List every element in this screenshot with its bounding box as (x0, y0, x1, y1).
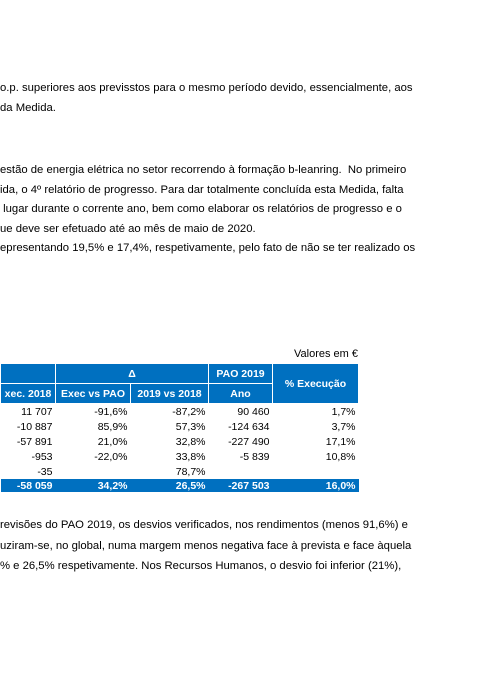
table-cell: -10 887 (16, 420, 53, 433)
table-cell: 11 707 (21, 405, 53, 418)
table-caption: Valores em € (294, 348, 358, 360)
table-row: -57 891 21,0% 32,8% -227 490 17,1% (1, 434, 359, 449)
table-cell: 21,0% (97, 435, 128, 448)
text-line: estão de energia elétrica no setor recor… (0, 164, 407, 176)
table-cell: -227 490 (228, 435, 270, 448)
text-line: da Medida. (0, 101, 56, 114)
table-cell: 78,7% (175, 465, 206, 478)
table-cell: 57,3% (175, 420, 206, 433)
header-cell: xec. 2018 (0, 383, 56, 404)
table-cell (273, 464, 359, 479)
text-line: revisões do PAO 2019, os desvios verific… (0, 519, 408, 531)
table-cell: 33,8% (175, 450, 206, 463)
table-row: 11 707 -91,6% -87,2% 90 460 1,7% (1, 404, 359, 420)
header-cell: Δ (54, 363, 210, 384)
table-cell: 26,5% (130, 479, 209, 492)
table-cell: 34,2% (55, 479, 131, 492)
table-cell: -267 503 (208, 479, 273, 492)
table-cell: 85,9% (97, 420, 128, 433)
table-row: -35 78,7% (1, 464, 359, 479)
table-cell: -953 (31, 450, 53, 463)
text-line: ida, o 4º relatório de progresso. Para d… (0, 183, 404, 196)
table-cell: 16,0% (272, 479, 359, 492)
table-cell: -5 839 (239, 450, 270, 463)
header-cell (0, 363, 56, 384)
table-cell: 32,8% (175, 435, 206, 448)
header-cell: 2019 vs 2018 (129, 383, 210, 404)
header-cell: PAO 2019 (208, 363, 274, 384)
table-cell: 1,7% (331, 405, 356, 418)
total-row: -58 059 34,2% 26,5% -267 503 16,0% (0, 479, 359, 492)
table-cell: -58 059 (0, 479, 56, 492)
table-cell: 17,1% (325, 435, 356, 448)
table-cell: -22,0% (94, 450, 128, 463)
table: Δ PAO 2019 % Execução xec. 2018 Exec vs P… (0, 363, 360, 492)
text-line: ue deve ser efetuado até ao mês de maio … (0, 222, 256, 235)
table-row: -10 887 85,9% 57,3% -124 634 3,7% (1, 419, 359, 434)
table-row: -953 -22,0% 33,8% -5 839 10,8% (1, 449, 359, 464)
table-cell (56, 464, 131, 479)
text-line: uziram-se, no global, numa margem menos … (0, 539, 412, 552)
table-cell: -57 891 (16, 435, 53, 448)
table-cell (209, 464, 273, 479)
table-cell: -35 (37, 465, 53, 478)
table-cell: 90 460 (237, 405, 270, 418)
table-cell: -91,6% (94, 405, 128, 418)
table-cell: 10,8% (325, 450, 356, 463)
header-cell: Ano (208, 383, 274, 404)
text-line: lugar durante o corrente ano, bem como e… (0, 203, 402, 215)
text-line: o.p. superiores aos previsstos para o me… (0, 82, 413, 94)
header-cell: Exec vs PAO (55, 383, 131, 404)
header-cell: % Execução (272, 363, 360, 404)
table-cell: 3,7% (331, 420, 356, 433)
table-cell: -124 634 (228, 420, 270, 433)
table-cell: -87,2% (172, 405, 206, 418)
text-line: epresentando 19,5% e 17,4%, respetivamen… (0, 242, 416, 254)
text-line: % e 26,5% respetivamente. Nos Recursos H… (0, 560, 402, 572)
